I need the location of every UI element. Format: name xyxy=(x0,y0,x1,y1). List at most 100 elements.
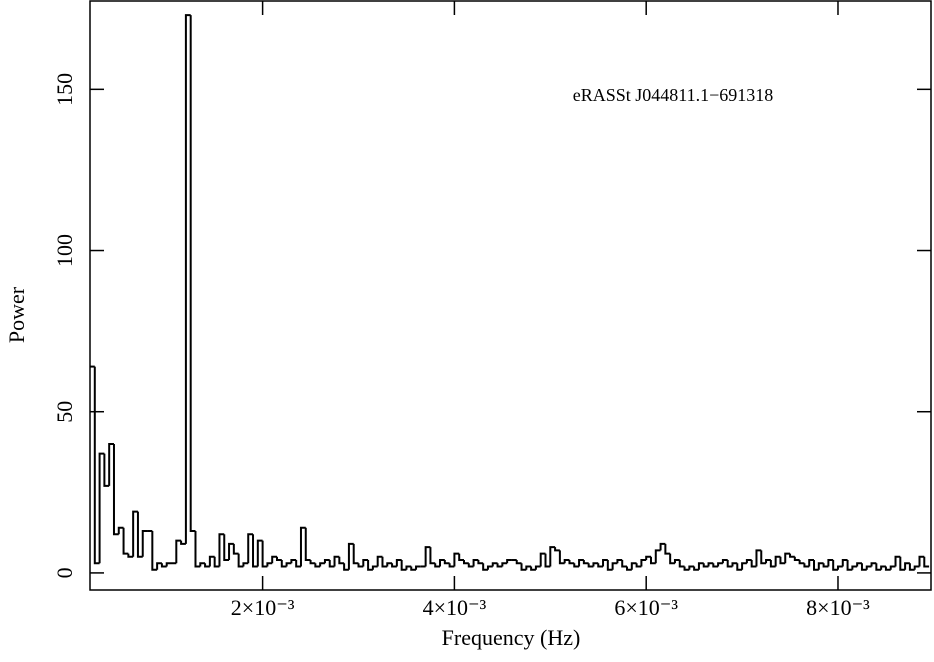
histogram-step xyxy=(659,542,666,551)
histogram-step xyxy=(592,562,599,567)
histogram-step xyxy=(338,556,345,565)
histogram-step xyxy=(477,560,484,565)
histogram-step xyxy=(410,566,417,571)
histogram-step xyxy=(803,563,810,568)
histogram-step xyxy=(132,510,138,557)
histogram-step xyxy=(458,553,464,562)
histogram-step xyxy=(534,565,541,570)
histogram-step xyxy=(237,553,244,568)
y-tick-label: 150 xyxy=(52,73,77,106)
histogram-step xyxy=(721,559,728,564)
histogram-step xyxy=(626,566,632,571)
histogram-step xyxy=(870,562,877,567)
histogram-step xyxy=(228,542,234,561)
histogram-step xyxy=(649,556,656,565)
histogram-step xyxy=(314,563,321,568)
histogram-step xyxy=(630,562,637,570)
histogram-step xyxy=(539,552,546,567)
histogram-step xyxy=(501,562,508,567)
histogram-step xyxy=(587,563,594,568)
histogram-step xyxy=(568,560,575,565)
histogram-step xyxy=(256,539,263,567)
histogram-step xyxy=(813,560,819,571)
histogram-step xyxy=(343,563,349,571)
x-tick-label: 2×10⁻³ xyxy=(231,595,295,620)
histogram-step xyxy=(784,552,791,564)
histogram-step xyxy=(175,539,182,564)
histogram-step xyxy=(774,555,781,567)
histogram-step xyxy=(352,543,359,565)
histogram-step xyxy=(549,546,556,567)
histogram-step xyxy=(395,559,402,567)
histogram-step xyxy=(462,560,469,565)
histogram-step xyxy=(213,556,220,568)
histogram-step xyxy=(880,565,886,570)
histogram-step xyxy=(429,547,436,565)
histogram-step xyxy=(347,542,354,570)
histogram-step xyxy=(645,555,651,561)
histogram-step xyxy=(616,559,623,564)
histogram-step xyxy=(851,565,858,570)
histogram-step xyxy=(328,560,335,568)
histogram-step xyxy=(381,556,388,568)
histogram-step xyxy=(295,560,301,568)
histogram-step xyxy=(285,562,292,567)
histogram-step xyxy=(602,559,608,567)
histogram-step xyxy=(439,559,445,567)
histogram-step xyxy=(424,546,431,567)
histogram-step xyxy=(275,556,282,562)
histogram-step xyxy=(841,559,848,567)
histogram-step xyxy=(865,565,872,570)
histogram-step xyxy=(357,563,364,568)
histogram-step xyxy=(443,560,450,565)
histogram-step xyxy=(798,560,805,565)
histogram-step xyxy=(654,549,661,564)
histogram-step xyxy=(323,559,330,564)
histogram-step xyxy=(745,559,752,564)
histogram-step xyxy=(635,563,642,568)
histogram-step xyxy=(506,559,512,564)
histogram-step xyxy=(482,563,488,571)
plot-frame xyxy=(89,0,932,591)
histogram-step xyxy=(702,563,709,568)
histogram-step xyxy=(765,559,771,564)
histogram-step xyxy=(741,562,747,570)
histogram-step xyxy=(266,562,273,567)
histogram-step xyxy=(309,560,316,565)
x-axis-label: Frequency (Hz) xyxy=(442,625,581,650)
histogram-step xyxy=(923,556,930,568)
histogram-step xyxy=(208,555,215,567)
histogram-step xyxy=(453,552,460,567)
histogram-step xyxy=(640,559,647,567)
histogram-step xyxy=(232,543,239,555)
histogram-step xyxy=(846,560,853,571)
histogram-step xyxy=(333,555,340,567)
annotation: eRASSt J044811.1−691318 xyxy=(573,85,774,105)
histogram-step xyxy=(750,560,757,568)
histogram-step xyxy=(151,531,158,571)
histogram-step xyxy=(122,527,129,555)
histogram-step xyxy=(832,560,838,571)
histogram-step xyxy=(760,550,767,565)
histogram-step xyxy=(180,540,186,545)
histogram-step xyxy=(707,562,714,567)
histogram-step xyxy=(693,566,699,571)
histogram-step xyxy=(736,563,743,571)
histogram-step xyxy=(683,566,690,571)
histogram-step xyxy=(160,563,167,568)
histogram-step xyxy=(525,565,532,570)
histogram-step xyxy=(908,563,915,571)
histogram-step xyxy=(717,562,723,567)
histogram-step xyxy=(98,452,105,564)
histogram-step xyxy=(621,560,628,568)
histogram-step xyxy=(400,560,407,571)
histogram-step xyxy=(884,566,891,571)
histogram-step xyxy=(247,533,254,564)
histogram-step xyxy=(664,543,671,555)
histogram-step xyxy=(860,563,867,571)
x-tick-label: 4×10⁻³ xyxy=(423,595,487,620)
histogram-step xyxy=(486,565,493,570)
histogram-step xyxy=(496,563,503,568)
histogram-step xyxy=(817,562,824,570)
